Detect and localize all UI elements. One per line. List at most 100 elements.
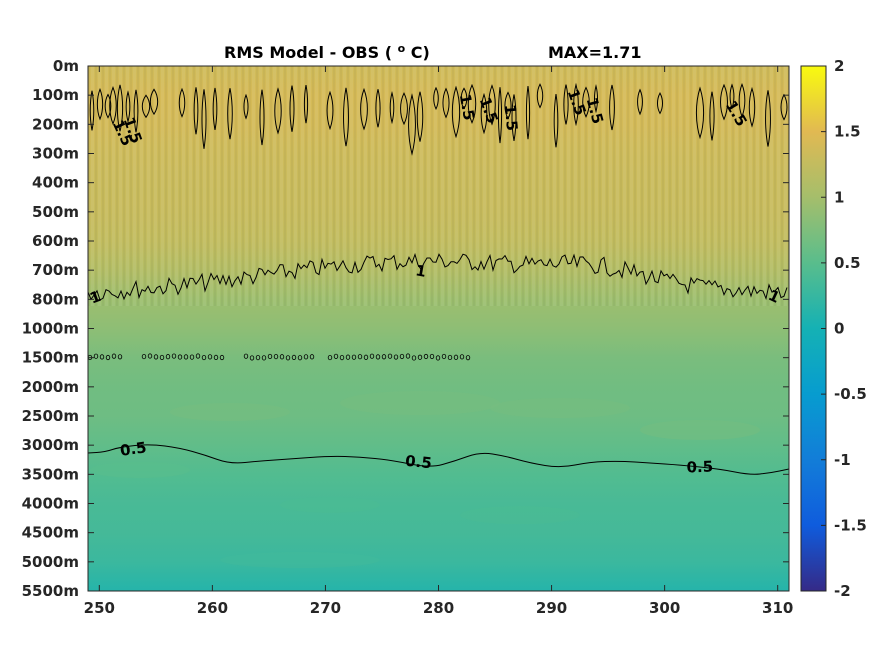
contour-1500m-dot bbox=[147, 353, 153, 359]
y-tick-label: 500m bbox=[32, 203, 79, 221]
y-tick-label: 100m bbox=[32, 86, 79, 104]
contour-1_5-loop bbox=[695, 86, 705, 140]
field-patch bbox=[220, 552, 380, 568]
x-tick-label: 310 bbox=[762, 599, 793, 617]
contour-1500m-dot bbox=[93, 353, 99, 359]
contour-1500m-dot bbox=[243, 353, 249, 359]
contour-1_5-loop bbox=[480, 92, 488, 135]
y-tick-label: 5000m bbox=[22, 553, 79, 571]
contour-1500m-dot bbox=[219, 354, 225, 361]
contour-1_5-loop bbox=[553, 94, 559, 148]
title-unit-superscript: o bbox=[398, 42, 406, 55]
contour-1_5-loop bbox=[227, 88, 233, 140]
y-tick-label: 700m bbox=[32, 261, 79, 279]
x-tick-label: 300 bbox=[649, 599, 680, 617]
contour-1500m-dot bbox=[297, 355, 303, 361]
contour-1_5-loop bbox=[451, 85, 461, 139]
field-upper-texture bbox=[88, 66, 789, 306]
contour-1500m-dot bbox=[423, 353, 429, 360]
y-tick-label: 3500m bbox=[22, 465, 79, 483]
contour-1_5-loop bbox=[442, 87, 450, 119]
contour-1500m-dot bbox=[249, 355, 255, 361]
contour-1500m-dot bbox=[309, 354, 315, 360]
contour-1500m-dot bbox=[363, 354, 369, 360]
contour-1500m-dot bbox=[159, 354, 165, 361]
contour-1_5-loop bbox=[375, 89, 381, 128]
contour-label-0_5: 0.5 bbox=[686, 458, 713, 477]
contour-lines bbox=[88, 82, 789, 475]
contour-1500m-dot bbox=[189, 354, 195, 360]
contour-label-1_5: 1.5 bbox=[456, 92, 478, 121]
contour-1_5-loop bbox=[259, 89, 265, 146]
contour-1_5-loop bbox=[709, 91, 715, 141]
x-tick-label: 260 bbox=[197, 599, 228, 617]
contour-1500m-dot bbox=[165, 354, 171, 360]
y-tick-label: 4000m bbox=[22, 495, 79, 513]
contour-1_5-loop bbox=[780, 93, 788, 121]
contour-1_5-loop bbox=[656, 92, 664, 115]
contour-1_5-loop bbox=[433, 86, 439, 110]
contour-label-1: 1 bbox=[414, 261, 427, 281]
contour-1_5-loop bbox=[729, 83, 735, 110]
field-patch bbox=[170, 403, 290, 421]
field-patch bbox=[490, 398, 630, 418]
colorbar-tick-label: -0.5 bbox=[834, 385, 867, 403]
contour-1500m-dot bbox=[267, 353, 273, 360]
contour-1500m-dot bbox=[201, 354, 207, 361]
contour-1_5-loop bbox=[637, 88, 643, 116]
contour-1_5-loop bbox=[582, 86, 590, 118]
chart-title: RMS Model - OBS ( o C) bbox=[224, 37, 430, 62]
y-tick-label: 0m bbox=[53, 57, 79, 75]
field-patch bbox=[90, 462, 190, 478]
contour-0_5-line bbox=[88, 444, 789, 475]
contour-1_5-loop bbox=[89, 90, 95, 131]
contour-1500m-dot bbox=[111, 353, 117, 359]
colorbar-tick-label: 1 bbox=[834, 188, 844, 206]
contour-1_5-loop bbox=[609, 84, 615, 131]
contour-1500m-dot bbox=[195, 353, 201, 359]
contour-1_5-loop bbox=[243, 93, 249, 120]
contour-1_5-loop bbox=[360, 87, 368, 131]
contour-1500m-dot bbox=[183, 354, 189, 360]
contour-1_5-loop bbox=[573, 82, 579, 127]
contour-1_5-loop bbox=[738, 82, 746, 118]
y-tick-label: 1500m bbox=[22, 349, 79, 367]
contour-1_5-loop bbox=[525, 85, 531, 140]
contour-1500m-dot bbox=[207, 354, 213, 360]
contour-1_5-loop bbox=[343, 87, 349, 147]
y-tick-label: 200m bbox=[32, 115, 79, 133]
max-label: MAX=1.71 bbox=[548, 43, 642, 62]
colorbar-tick-label: 1.5 bbox=[834, 123, 861, 141]
contour-1500m-dot bbox=[327, 354, 333, 361]
contour-1_5-loop bbox=[408, 93, 416, 156]
x-tick-label: 250 bbox=[84, 599, 115, 617]
colorbar-tick-label: -2 bbox=[834, 582, 851, 600]
contour-1_5-loop bbox=[289, 85, 295, 132]
contour-1_5-loop bbox=[303, 84, 309, 124]
contour-1500m-dot bbox=[99, 354, 105, 360]
contour-1500m-dot bbox=[345, 354, 351, 360]
x-tick-label: 270 bbox=[310, 599, 341, 617]
colorbar-tick-label: 0.5 bbox=[834, 254, 861, 272]
field-patch bbox=[640, 420, 760, 440]
field-patches bbox=[90, 391, 760, 568]
x-axis: 250 260 270 280 290 300 310 bbox=[84, 66, 793, 617]
y-tick-label: 3000m bbox=[22, 436, 79, 454]
contour-1_5-loop bbox=[563, 84, 569, 125]
contour-label-0_5: 0.5 bbox=[404, 452, 432, 473]
contour-1_5-loop bbox=[488, 84, 496, 126]
contour-1_5-loop bbox=[504, 91, 512, 120]
colorbar-tick-label: 2 bbox=[834, 57, 844, 75]
contour-1500m-dot bbox=[369, 353, 375, 359]
contour-1500m-dot bbox=[375, 354, 381, 360]
y-tick-label: 2500m bbox=[22, 407, 79, 425]
contour-1500m-dot bbox=[273, 354, 279, 360]
contour-1500m-dot bbox=[213, 354, 219, 361]
contour-1500m-dot bbox=[285, 355, 291, 361]
contour-1500m-dot bbox=[441, 353, 447, 360]
contour-1500m-dot bbox=[381, 354, 387, 360]
contour-1_5-loop bbox=[178, 87, 186, 118]
contour-1_5-loop bbox=[467, 83, 477, 124]
